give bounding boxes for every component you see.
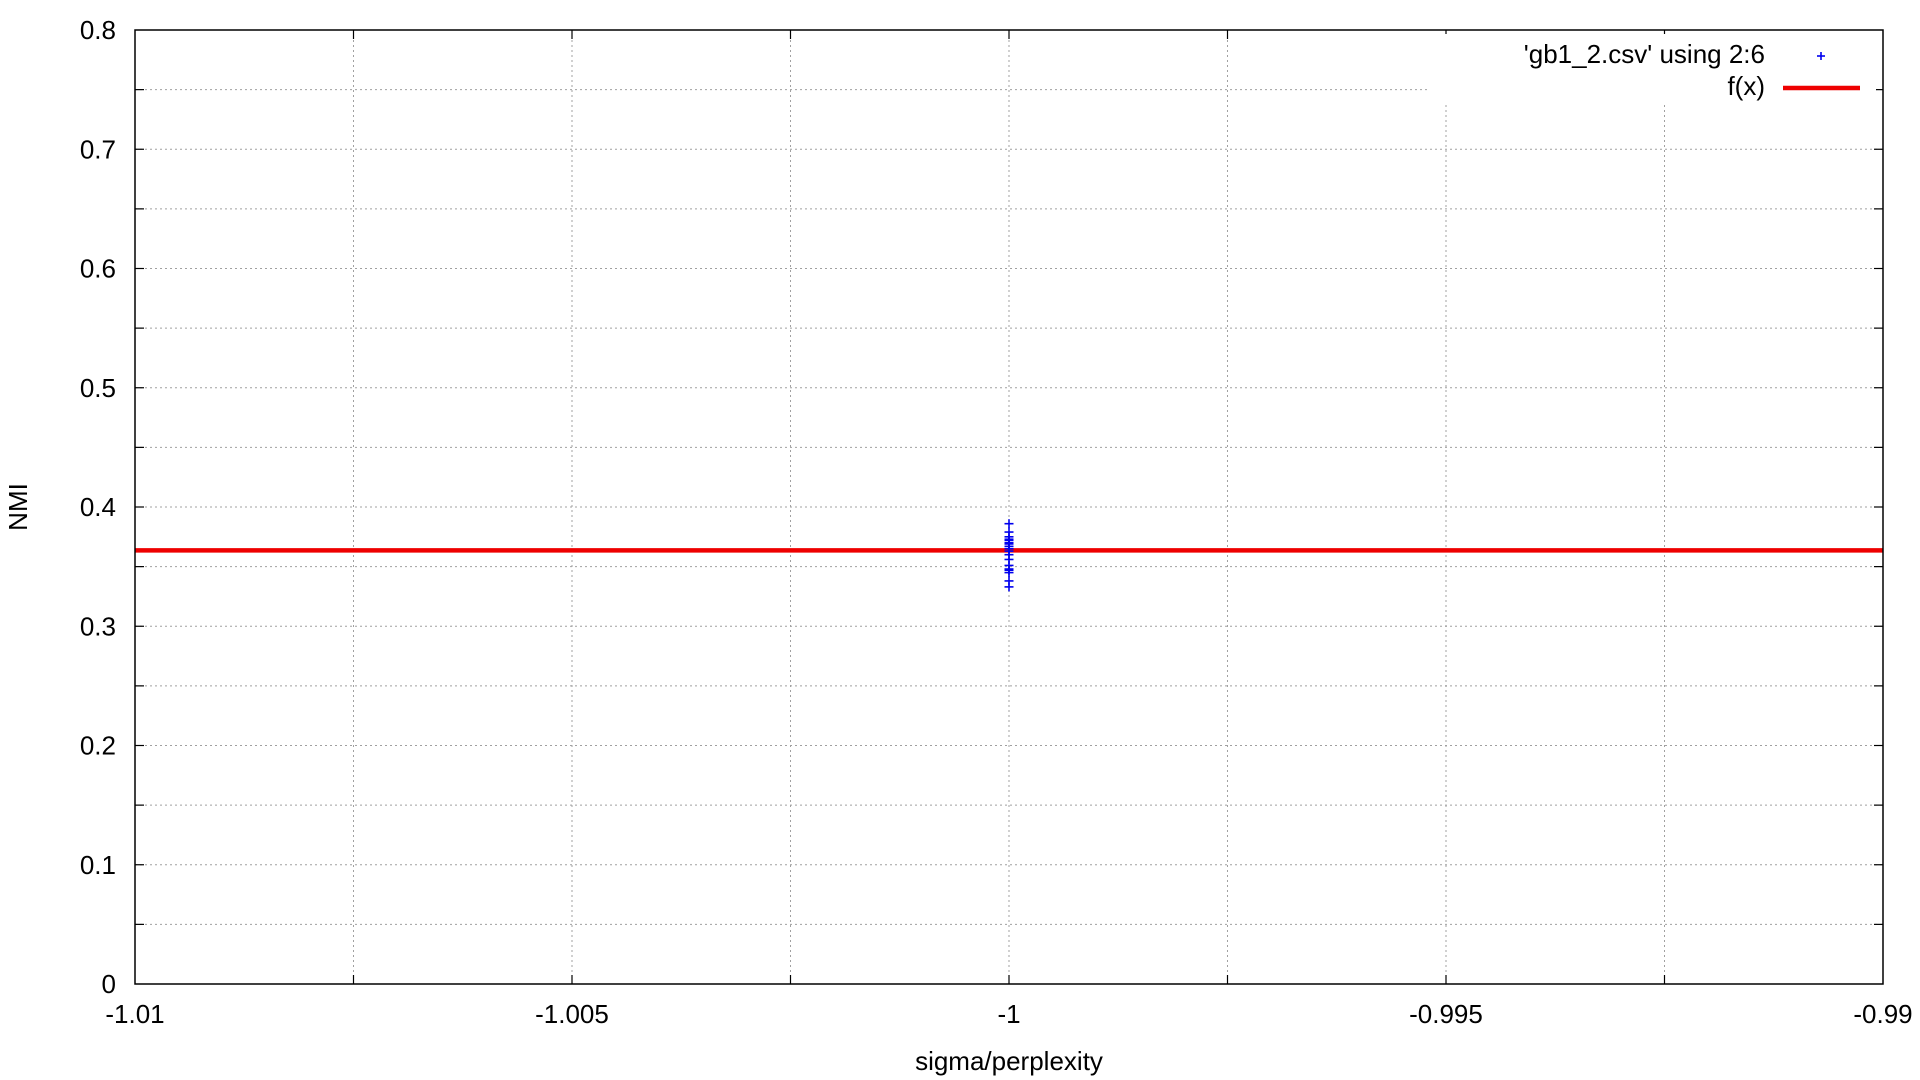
x-tick-label: -1 <box>997 999 1020 1029</box>
y-tick-label: 0.2 <box>80 731 116 761</box>
y-tick-label: 0.8 <box>80 15 116 45</box>
data-points-layer <box>1004 519 1014 592</box>
legend-label-fx: f(x) <box>1727 71 1765 101</box>
plot-area-border <box>134 29 1884 985</box>
tick-labels: -1.01 -1.005 -1 -0.995 -0.99 0 0.1 0.2 0.3 0.4 0.5… <box>80 15 1913 1029</box>
legend-marker-plus-icon <box>1817 52 1825 60</box>
grid <box>135 30 1883 984</box>
legend-background <box>1430 34 1876 104</box>
x-axis-label: sigma/perplexity <box>915 1046 1103 1076</box>
legend-label-data-series: 'gb1_2.csv' using 2:6 <box>1524 39 1765 69</box>
y-tick-label: 0.5 <box>80 373 116 403</box>
x-tick-label: -1.01 <box>105 999 164 1029</box>
y-tick-label: 0.4 <box>80 492 116 522</box>
y-tick-label: 0.6 <box>80 254 116 284</box>
y-tick-label: 0.1 <box>80 850 116 880</box>
legend: 'gb1_2.csv' using 2:6 f(x) <box>1430 34 1876 104</box>
x-tick-label: -0.99 <box>1853 999 1912 1029</box>
y-tick-label: 0.7 <box>80 134 116 164</box>
y-axis-label: NMI <box>3 483 33 531</box>
x-tick-label: -1.005 <box>535 999 609 1029</box>
data-point <box>1004 519 1014 529</box>
x-tick-label: -0.995 <box>1409 999 1483 1029</box>
y-tick-label: 0.3 <box>80 611 116 641</box>
data-point <box>1004 568 1014 578</box>
y-tick-label: 0 <box>102 969 116 999</box>
data-point <box>1004 582 1014 592</box>
axis-ticks <box>135 30 1883 984</box>
